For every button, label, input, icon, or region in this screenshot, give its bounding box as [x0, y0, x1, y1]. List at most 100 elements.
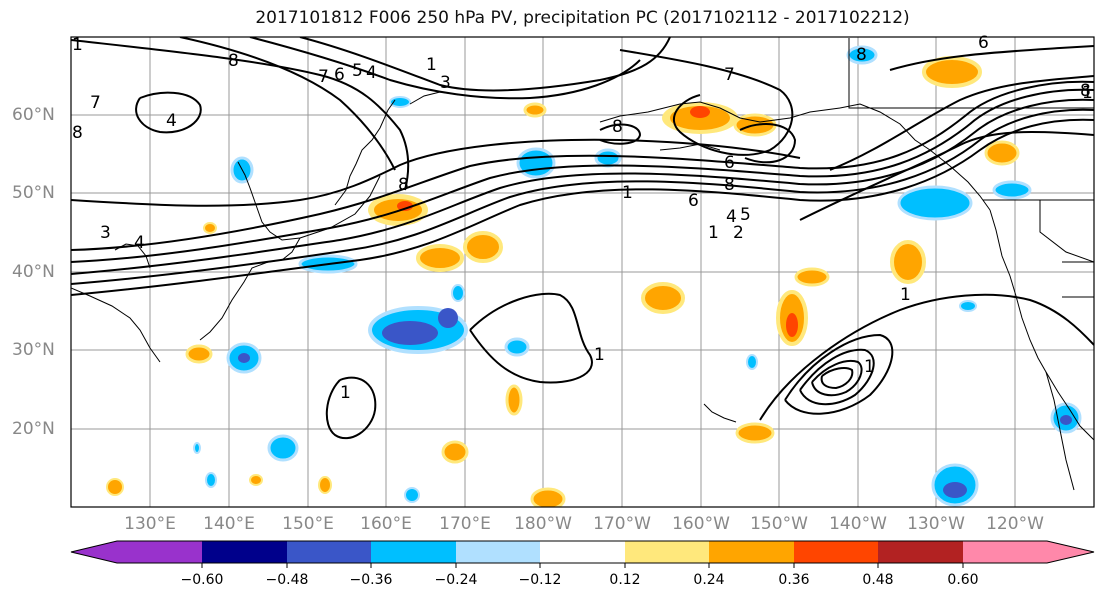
lon-label: 170°W	[593, 514, 651, 534]
contour-label: 8	[398, 175, 409, 195]
contour-line	[739, 123, 797, 164]
colorbar-segment	[202, 541, 287, 563]
precip-blob	[959, 300, 977, 312]
precip-blob	[1060, 415, 1072, 425]
contour-label: 4	[726, 207, 737, 227]
lat-label: 50°N	[12, 183, 55, 203]
colorbar-segment	[963, 541, 1047, 563]
lat-label: 30°N	[12, 340, 55, 360]
precip-blob	[992, 180, 1032, 200]
colorbar-tick-label: −0.12	[518, 572, 562, 588]
lon-label: 130°W	[907, 514, 965, 534]
colorbar-segment	[794, 541, 878, 563]
colorbar-tick-label: −0.48	[265, 572, 309, 588]
precip-blob	[504, 337, 530, 357]
colorbar-segment	[456, 541, 540, 563]
colorbar	[70, 540, 1095, 568]
precip-blob	[451, 284, 465, 302]
precip-blob	[205, 472, 217, 488]
lat-label: 60°N	[12, 105, 55, 125]
lon-label: 150°E	[282, 514, 334, 534]
lon-label: 140°W	[829, 514, 887, 534]
contour-line	[325, 376, 377, 440]
contour-label: 3	[440, 73, 451, 93]
contour-label: 1	[622, 183, 633, 203]
precip-blob	[890, 240, 926, 284]
coastlines	[71, 38, 1094, 491]
colorbar-tick-label: −0.60	[180, 572, 224, 588]
contour-line	[179, 37, 396, 171]
colorbar-tick-label: 0.12	[609, 572, 641, 588]
lon-label: 160°W	[672, 514, 730, 534]
contour-label: 8	[72, 123, 83, 143]
contour-line	[299, 37, 671, 92]
precip-blob	[238, 353, 250, 363]
contour-line	[599, 123, 642, 145]
contour-label: 8	[228, 51, 239, 71]
colorbar-segment	[540, 541, 625, 563]
contour-line	[799, 131, 1094, 221]
precip-blob	[943, 482, 967, 498]
precip-blob	[404, 487, 420, 503]
contour-label: 7	[724, 65, 735, 85]
map-title: 2017101812 F006 250 hPa PV, precipitatio…	[255, 8, 910, 28]
colorbar-tick-label: −0.36	[349, 572, 393, 588]
precip-blob	[106, 478, 124, 496]
contour-label: 1	[900, 285, 911, 305]
contour-label: 8	[1080, 81, 1091, 101]
precip-blob	[690, 106, 710, 118]
contour-line	[135, 91, 202, 134]
precip-blob	[794, 267, 830, 287]
lat-label: 20°N	[12, 419, 55, 439]
contour-line	[469, 292, 593, 384]
precip-blob	[897, 185, 973, 221]
contour-label: 7	[90, 93, 101, 113]
precip-blob	[463, 231, 503, 263]
contour-label: 6	[724, 153, 735, 173]
lon-label: 150°W	[750, 514, 808, 534]
contour-label: 1	[340, 383, 351, 403]
precip-blob	[786, 313, 798, 337]
contour-label: 1	[864, 357, 875, 377]
contour-label: 2	[733, 223, 744, 243]
contour-label: 8	[856, 45, 867, 65]
precip-blob	[441, 440, 469, 464]
colorbar-tick-label: −0.24	[434, 572, 478, 588]
precip-blob	[203, 222, 217, 234]
colorbar-tick-label: 0.36	[778, 572, 810, 588]
precip-blob	[523, 102, 547, 118]
colorbar-tick-label: 0.60	[947, 572, 979, 588]
precip-blob	[249, 474, 263, 486]
contour-label: 4	[166, 111, 177, 131]
contour-line	[71, 108, 1094, 285]
lat-label: 40°N	[12, 262, 55, 282]
lon-label: 120°W	[986, 514, 1044, 534]
contour-label: 1	[426, 55, 437, 75]
colorbar-segment	[878, 541, 963, 563]
lon-label: 160°E	[360, 514, 412, 534]
contour-label: 3	[100, 223, 111, 243]
colorbar-tick-label: 0.24	[693, 572, 725, 588]
contour-line	[784, 333, 894, 415]
contour-label: 1	[594, 345, 605, 365]
contour-label: 1	[1082, 83, 1093, 103]
precip-blob	[505, 384, 523, 416]
colorbar-tick-label: 0.48	[862, 572, 894, 588]
precip-blob	[846, 45, 878, 65]
precip-blob	[746, 354, 758, 370]
colorbar-segment	[625, 541, 709, 563]
contour-label: 7	[318, 67, 329, 87]
lon-label: 130°E	[124, 514, 176, 534]
colorbar-segment	[117, 541, 202, 563]
contour-line	[619, 49, 794, 156]
precip-blob	[922, 56, 982, 88]
contour-label: 8	[612, 117, 623, 137]
precip-blob	[984, 140, 1020, 166]
precip-blob	[318, 476, 332, 494]
contour-line	[71, 88, 1094, 263]
contour-label: 1	[72, 35, 83, 55]
contour-line	[71, 118, 1094, 296]
precip-blob	[516, 147, 556, 179]
colorbar-extend-high	[1047, 541, 1094, 563]
